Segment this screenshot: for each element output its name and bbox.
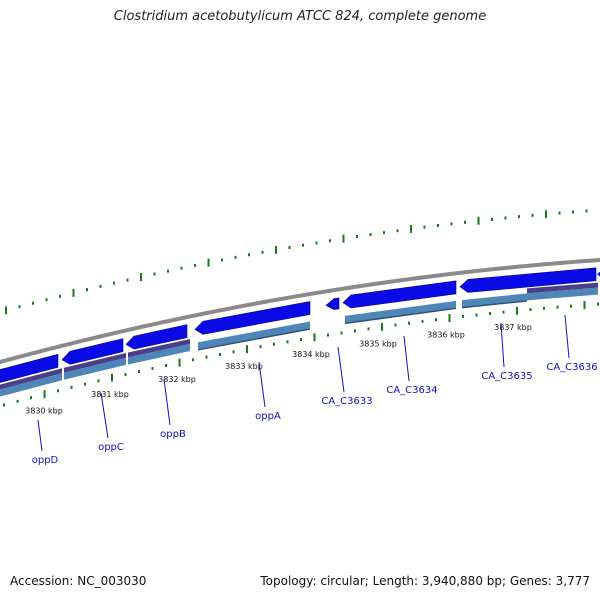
cds-band-reverse — [527, 282, 598, 294]
scale-label: 3833 kbp — [225, 362, 263, 371]
scale-labels: 3830 kbp 3831 kbp 3832 kbp 3833 kbp 3834 kbp… — [25, 323, 532, 415]
gene-leader-line — [100, 392, 109, 439]
gene-arrow — [597, 271, 600, 277]
cds-band-forward — [128, 343, 190, 365]
scale-label: 3831 kbp — [91, 390, 129, 399]
gene-arrow — [342, 280, 457, 309]
gene-label-oppa: oppA — [255, 411, 281, 422]
outer-tick-track — [5, 209, 588, 315]
gene-leader-line — [337, 346, 345, 393]
gene-label-ca-c3633: CA_C3633 — [321, 396, 372, 407]
gene-arrow — [125, 324, 188, 350]
gene-leader-line — [163, 378, 171, 426]
cds-band-edge — [344, 307, 457, 325]
gene-label-oppc: oppC — [98, 442, 124, 453]
gene-track — [0, 267, 600, 383]
cds-band-forward — [64, 357, 126, 380]
scale-label: 3835 kbp — [359, 340, 397, 349]
gene-label-oppb: oppB — [160, 429, 186, 440]
backbone-track — [0, 257, 600, 365]
scale-label: 3832 kbp — [158, 375, 196, 384]
gene-labels: oppD oppC oppB oppA CA_C3633 CA_C3634 CA_C3635… — [32, 314, 598, 466]
gene-leader-line — [500, 322, 505, 368]
cds-band-forward — [0, 373, 62, 397]
cds-band-edge — [461, 300, 528, 309]
scale-label: 3837 kbp — [494, 323, 532, 332]
gene-leader-line — [564, 314, 570, 359]
scale-label: 3834 kbp — [292, 350, 330, 359]
accession-text: Accession: NC_003030 — [10, 574, 147, 588]
gene-arrow — [0, 353, 59, 383]
gene-label-ca-c3635: CA_C3635 — [481, 371, 532, 382]
gene-arrow — [459, 267, 597, 293]
gene-leader-line — [403, 335, 410, 382]
gene-arrow — [194, 301, 311, 335]
backbone-line — [0, 257, 600, 365]
map-title: Clostridium acetobutylicum ATCC 824, com… — [113, 9, 487, 24]
scale-label: 3830 kbp — [25, 406, 63, 415]
cds-band-reverse — [128, 338, 190, 358]
gene-label-ca-c3634: CA_C3634 — [386, 385, 437, 396]
gene-leader-line — [258, 361, 266, 408]
inner-tick-track — [3, 301, 599, 407]
cds-band-forward — [527, 287, 598, 301]
cds-band-forward — [462, 293, 527, 308]
gene-label-ca-c3636: CA_C3636 — [546, 362, 597, 373]
gene-leader-line — [37, 419, 43, 452]
cds-band-reverse — [0, 368, 62, 390]
gene-arrow — [61, 338, 124, 365]
cds-band-track — [0, 282, 598, 397]
gene-arrow — [325, 297, 340, 310]
cds-band-forward — [345, 300, 456, 323]
gene-label-oppd: oppD — [32, 455, 59, 466]
genome-summary-text: Topology: circular; Length: 3,940,880 bp… — [260, 574, 590, 588]
cds-band-forward — [198, 321, 310, 350]
cds-band-reverse — [64, 352, 126, 373]
cds-band-edge — [197, 328, 311, 351]
scale-label: 3836 kbp — [427, 331, 465, 340]
